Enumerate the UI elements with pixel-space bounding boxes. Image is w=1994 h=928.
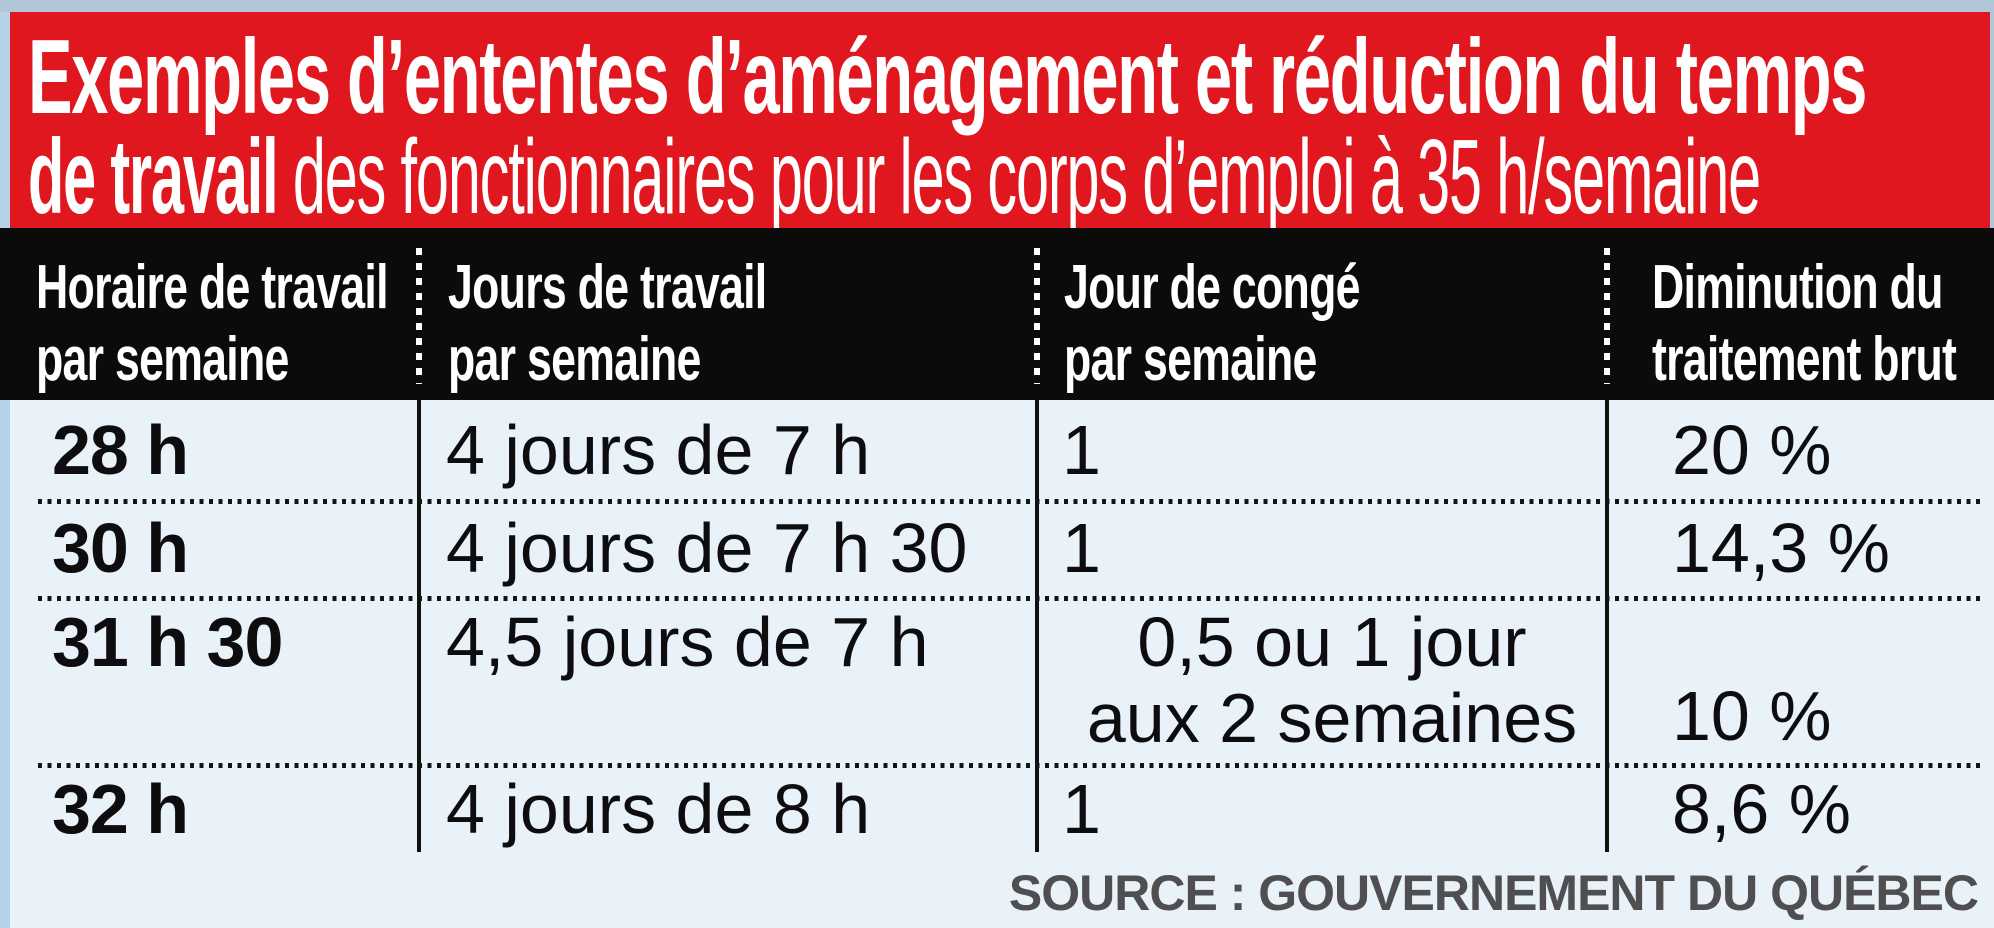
cell-r3-jours: 4,5 jours de 7 h <box>446 603 929 681</box>
header-jours-line2: par semaine <box>448 325 701 394</box>
title-bold-part-1: Exemples d’ententes d’aménagement et réd… <box>28 18 1867 136</box>
header-conge-line2: par semaine <box>1064 325 1317 394</box>
cell-r4-diminution: 8,6 % <box>1672 770 1851 848</box>
header-cell-horaire: Horaire de travail par semaine <box>36 252 388 396</box>
header-horaire-line1: Horaire de travail <box>36 253 388 322</box>
page-edge-right-strip <box>1990 12 1994 228</box>
title-bold-part-2: de travail <box>28 118 279 228</box>
cell-r1-jours: 4 jours de 7 h <box>446 411 871 489</box>
title-line-2: de travail des fonctionnaires pour les c… <box>28 124 1761 228</box>
cell-r4-horaire: 32 h <box>52 770 189 848</box>
header-horaire-line2: par semaine <box>36 325 289 394</box>
row-divider-2 <box>38 596 1982 601</box>
body-column-line-3 <box>1605 400 1609 852</box>
header-jours-line1: Jours de travail <box>448 253 767 322</box>
row-divider-1 <box>38 499 1982 504</box>
cell-r1-horaire: 28 h <box>52 411 189 489</box>
header-dotted-divider-2 <box>1034 248 1040 384</box>
cell-r2-conge: 1 <box>1062 509 1101 587</box>
header-conge-line1: Jour de congé <box>1064 253 1360 322</box>
cell-r2-diminution: 14,3 % <box>1672 509 1890 587</box>
header-diminution-line1: Diminution du <box>1652 253 1943 322</box>
cell-r2-horaire: 30 h <box>52 509 189 587</box>
body-column-line-2 <box>1035 400 1039 852</box>
header-diminution-line2: traitement brut <box>1652 325 1957 394</box>
cell-r3-horaire: 31 h 30 <box>52 603 283 681</box>
header-cell-jours: Jours de travail par semaine <box>448 252 767 396</box>
title-line-1: Exemples d’ententes d’aménagement et réd… <box>28 24 1867 130</box>
header-dotted-divider-3 <box>1604 248 1610 384</box>
cell-r3-conge-line2: aux 2 semaines <box>1086 679 1578 757</box>
header-cell-diminution: Diminution du traitement brut <box>1652 252 1957 396</box>
cell-r2-jours: 4 jours de 7 h 30 <box>446 509 968 587</box>
table-header: Horaire de travail par semaine Jours de … <box>0 228 1994 400</box>
row-divider-3 <box>38 763 1982 768</box>
cell-r4-jours: 4 jours de 8 h <box>446 770 871 848</box>
header-cell-conge: Jour de congé par semaine <box>1064 252 1360 396</box>
cell-r1-conge: 1 <box>1062 411 1101 489</box>
source-credit: SOURCE : GOUVERNEMENT DU QUÉBEC <box>1008 865 1979 921</box>
header-dotted-divider-1 <box>416 248 422 384</box>
page-edge-left-strip <box>0 12 10 928</box>
cell-r4-conge: 1 <box>1062 770 1101 848</box>
cell-r3-diminution: 10 % <box>1672 677 1832 755</box>
cell-r3-conge-line1: 0,5 ou 1 jour <box>1137 603 1527 681</box>
body-column-line-1 <box>417 400 421 852</box>
page-edge-top-strip <box>0 0 1994 12</box>
title-regular-part: des fonctionnaires pour les corps d’empl… <box>277 118 1761 228</box>
title-banner: Exemples d’ententes d’aménagement et réd… <box>10 12 1990 228</box>
cell-r3-conge: 0,5 ou 1 jour aux 2 semaines <box>1062 600 1602 760</box>
cell-r1-diminution: 20 % <box>1672 411 1832 489</box>
